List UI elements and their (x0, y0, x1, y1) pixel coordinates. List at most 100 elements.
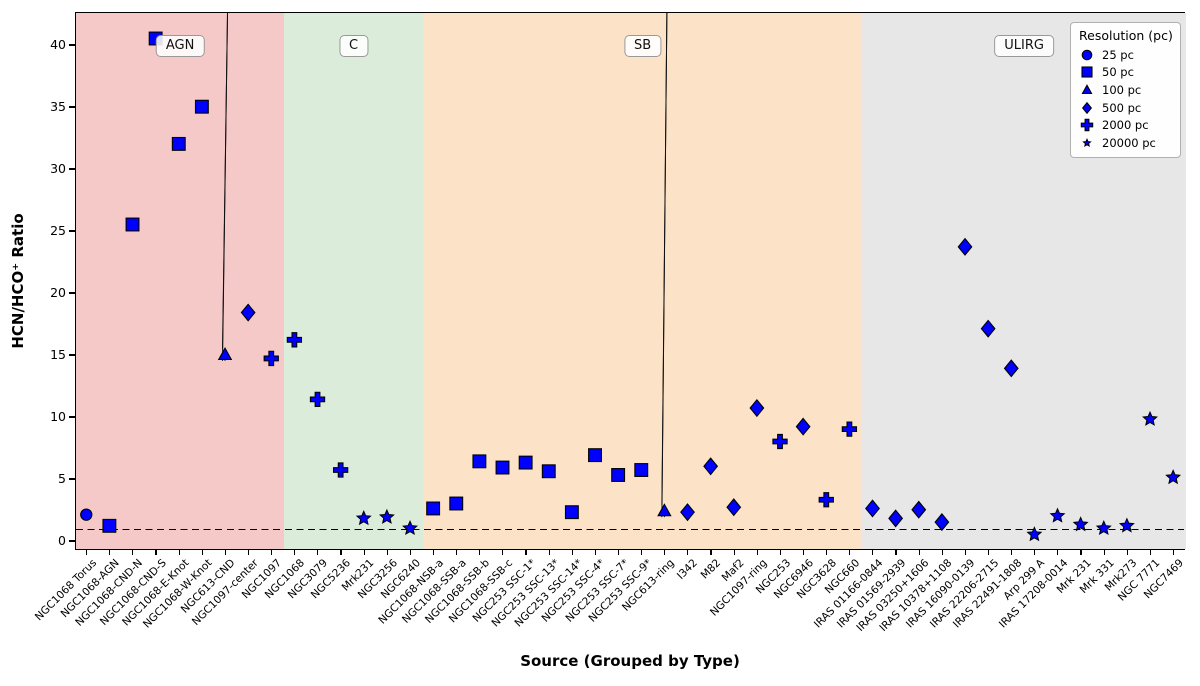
x-tick-mark (109, 550, 111, 555)
legend-item-100-pc: 100 pc (1078, 81, 1174, 99)
plus-marker (332, 462, 349, 478)
x-tick-mark (826, 550, 828, 555)
x-tick-mark (1149, 550, 1151, 555)
x-tick-label: M82 (698, 557, 724, 582)
square-marker (634, 463, 649, 477)
legend-item-50-pc: 50 pc (1078, 64, 1174, 82)
x-tick-mark (525, 550, 527, 555)
star-marker (1165, 469, 1182, 485)
square-marker (518, 455, 533, 470)
diamond-marker (703, 457, 719, 476)
legend-item-500-pc: 500 pc (1078, 99, 1174, 117)
square-marker (194, 99, 209, 114)
x-tick-mark (1011, 550, 1013, 555)
x-tick-mark (363, 550, 365, 555)
star-marker (378, 508, 395, 524)
diamond-marker (888, 509, 904, 528)
x-tick-mark (641, 550, 643, 555)
x-tick-mark (432, 550, 435, 555)
x-tick-mark (317, 550, 319, 555)
square-marker (102, 518, 117, 533)
x-tick-mark (386, 550, 388, 555)
y-tick-label: 15 (50, 347, 66, 362)
diamond-marker (726, 498, 742, 517)
y-tick-mark (69, 292, 75, 294)
x-tick-mark (201, 550, 203, 555)
x-tick-mark (86, 550, 88, 555)
x-tick-mark (802, 550, 805, 555)
x-tick-mark (502, 550, 504, 555)
x-tick-mark (733, 550, 735, 555)
x-tick-mark (895, 550, 897, 555)
diamond-marker (749, 398, 765, 418)
star-marker (1072, 516, 1089, 532)
x-tick-mark (941, 550, 943, 555)
diamond-legend-icon (1081, 101, 1093, 114)
star-marker (402, 519, 418, 536)
legend-item-label: 500 pc (1102, 100, 1142, 115)
circle-legend-icon (1081, 49, 1093, 61)
diamond-marker (911, 500, 927, 519)
star-marker (1082, 137, 1092, 147)
x-tick-mark (964, 550, 966, 555)
x-tick-mark (664, 550, 666, 555)
square-marker (495, 460, 510, 475)
triangle-legend-icon (1081, 84, 1093, 94)
square-marker (171, 136, 186, 151)
y-tick-label: 20 (50, 285, 66, 300)
triangle-marker (1081, 84, 1093, 94)
group-label-agn: AGN (155, 35, 205, 58)
legend-item-2000-pc: 2000 pc (1078, 116, 1174, 134)
diamond-marker (865, 499, 880, 518)
diamond-marker (795, 417, 811, 436)
x-tick-mark (617, 550, 620, 555)
plus-marker (309, 391, 326, 407)
group-label-ulirg: ULIRG (994, 35, 1054, 58)
triangle-marker (217, 346, 233, 361)
square-marker (564, 505, 579, 520)
y-tick-label: 5 (58, 471, 66, 486)
plus-marker (1080, 118, 1094, 132)
x-tick-mark (271, 550, 273, 555)
plot-area: AGN C SB ULIRG Resolution (pc) 25 pc 50 pc 10… (75, 12, 1187, 550)
y-tick-mark (69, 416, 75, 418)
x-tick-mark (710, 550, 712, 555)
y-tick-mark (69, 44, 75, 46)
square-marker (1081, 66, 1093, 78)
x-tick-mark (294, 550, 296, 555)
x-tick-mark (571, 550, 573, 555)
y-tick-mark (69, 106, 75, 108)
x-tick-mark (1080, 550, 1082, 555)
legend-title: Resolution (pc) (1079, 28, 1173, 43)
y-tick-mark (69, 540, 75, 542)
legend-item-label: 20000 pc (1102, 135, 1156, 150)
square-legend-icon (1081, 66, 1093, 78)
plus-marker (772, 433, 788, 450)
legend-item-label: 50 pc (1102, 65, 1134, 80)
x-tick-mark (872, 550, 874, 555)
x-tick-mark (779, 550, 781, 555)
x-axis-title: Source (Grouped by Type) (520, 652, 740, 670)
plus-marker (818, 492, 834, 508)
star-marker (1095, 519, 1112, 536)
x-tick-mark (1057, 550, 1059, 555)
x-tick-mark (687, 550, 689, 555)
y-axis-title: HCN/HCO⁺ Ratio (9, 213, 27, 349)
y-tick-label: 40 (50, 37, 66, 52)
x-tick-mark (1034, 550, 1036, 555)
star-marker (355, 510, 372, 526)
group-label-c: C (338, 35, 369, 58)
triangle-marker (657, 503, 672, 517)
diamond-marker (957, 237, 973, 256)
diamond-marker (1003, 359, 1019, 378)
square-marker (541, 464, 556, 479)
diamond-marker (680, 503, 695, 522)
y-tick-label: 0 (58, 533, 66, 548)
x-tick-mark (178, 550, 180, 555)
diamond-marker (240, 303, 256, 322)
x-tick-mark (918, 550, 920, 555)
y-tick-label: 25 (50, 223, 66, 238)
star-legend-icon (1082, 137, 1092, 147)
y-tick-mark (69, 168, 75, 170)
